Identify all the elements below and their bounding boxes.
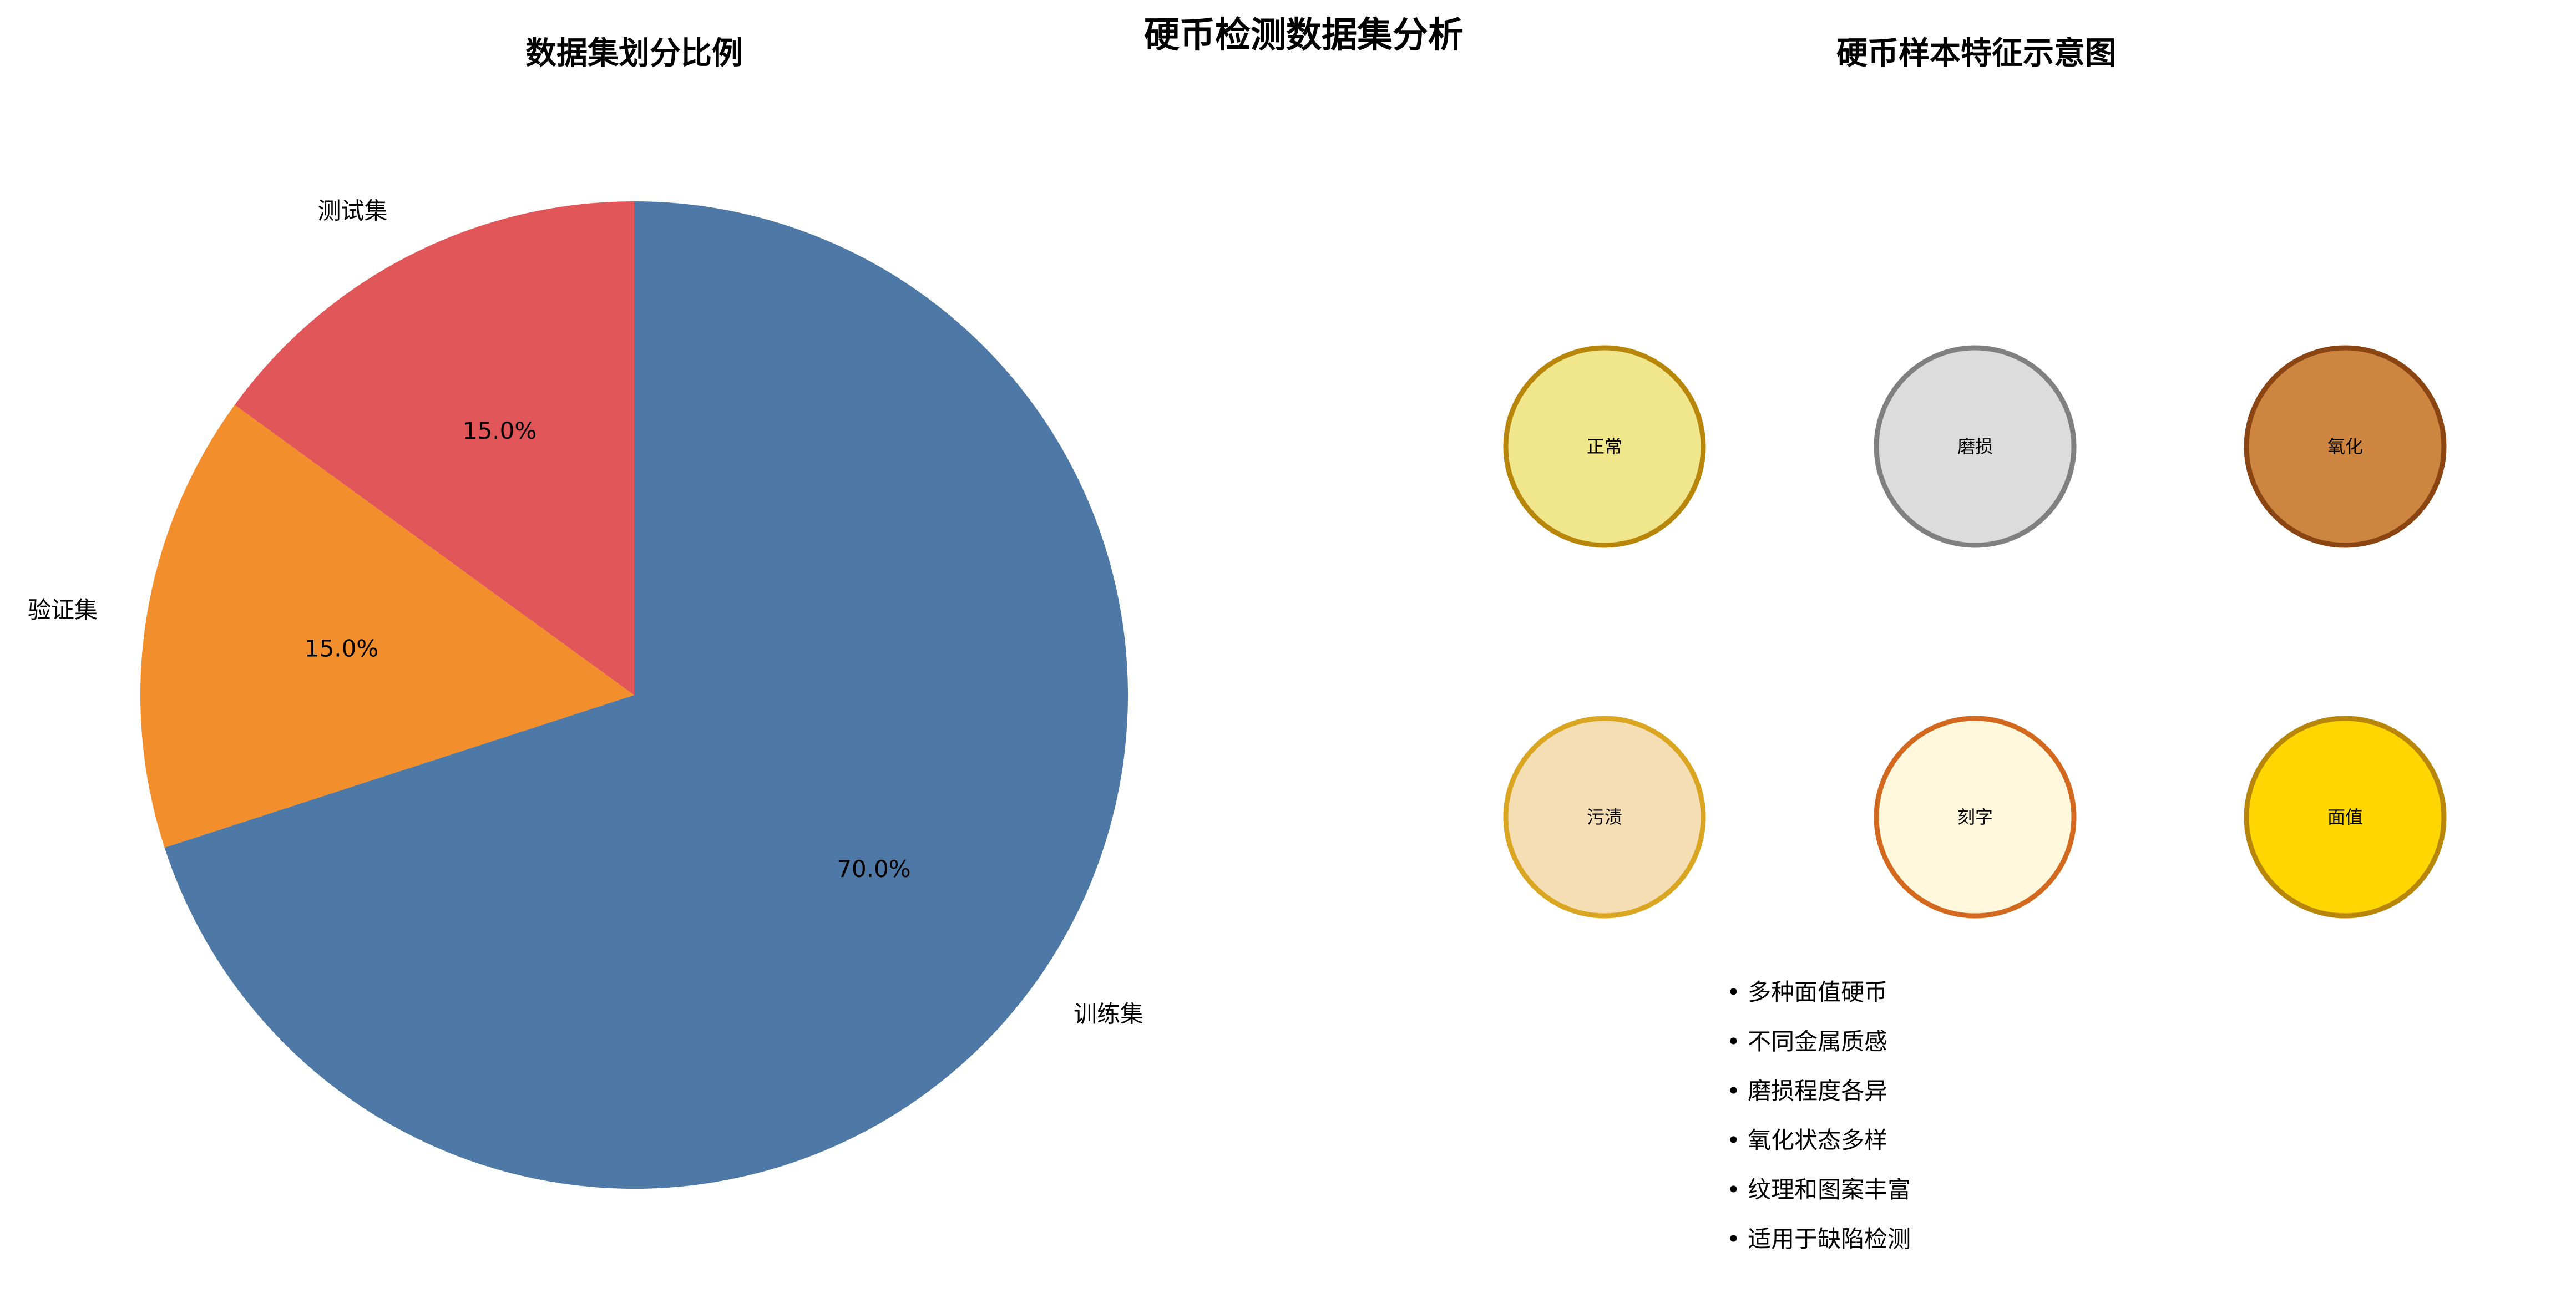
coin-2: [2244, 345, 2447, 548]
coin-5: [2244, 716, 2447, 919]
pie-label-0: 训练集: [1074, 1000, 1143, 1027]
coin-0: [1503, 345, 1706, 548]
pie-slices: [140, 201, 1128, 1189]
coin-label-1: 磨损: [1957, 436, 1993, 457]
feature-bullet-3: • 氧化状态多样: [1727, 1127, 1887, 1154]
pie-panel: 数据集划分比例 训练集 70.0% 验证集 15.0% 测试集 15.0%: [28, 36, 1143, 1189]
feature-bullet-0: • 多种面值硬币: [1727, 979, 1887, 1006]
coin-label-5: 面值: [2327, 807, 2363, 828]
feature-bullet-2: • 磨损程度各异: [1727, 1077, 1887, 1104]
coin-1: [1874, 345, 2077, 548]
coin-label-0: 正常: [1587, 436, 1622, 457]
features-title: 硬币样本特征示意图: [1836, 36, 2116, 72]
pie-slice-0: [164, 201, 1128, 1189]
feature-list: • 多种面值硬币 • 不同金属质感 • 磨损程度各异 • 氧化状态多样 • 纹理和图案丰…: [1727, 979, 1911, 1253]
pie-label-2: 测试集: [318, 197, 388, 225]
pie-label-1: 验证集: [28, 596, 98, 623]
figure-title: 硬币检测数据集分析: [1144, 15, 1464, 56]
coin-label-3: 污渍: [1587, 807, 1622, 828]
coin-3: [1503, 716, 1706, 919]
pie-slice-1: [140, 404, 634, 848]
coin-label-2: 氧化: [2327, 436, 2363, 457]
feature-bullet-5: • 适用于缺陷检测: [1727, 1225, 1911, 1253]
pie-pct-label-2: 15.0%: [463, 417, 537, 444]
pie-pct-label-1: 15.0%: [305, 635, 378, 662]
pie-title: 数据集划分比例: [525, 36, 743, 72]
feature-bullet-1: • 不同金属质感: [1727, 1028, 1887, 1055]
feature-bullet-4: • 纹理和图案丰富: [1727, 1176, 1911, 1203]
pie-slice-2: [234, 201, 635, 695]
coin-4: [1874, 716, 2077, 919]
pie-labels: 训练集 70.0% 验证集 15.0% 测试集 15.0%: [28, 197, 1143, 1028]
pie-pct-label-0: 70.0%: [837, 855, 910, 883]
coin-label-4: 刻字: [1957, 807, 1993, 828]
